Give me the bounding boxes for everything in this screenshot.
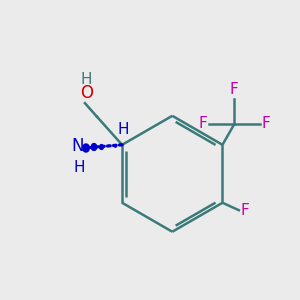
Text: F: F (261, 116, 270, 131)
Text: H: H (73, 160, 85, 175)
Text: F: F (199, 116, 208, 131)
Text: H: H (81, 72, 92, 87)
Text: O: O (80, 84, 93, 102)
Text: F: F (240, 203, 249, 218)
Text: H: H (118, 122, 129, 137)
Text: N: N (71, 137, 83, 155)
Text: F: F (230, 82, 239, 97)
